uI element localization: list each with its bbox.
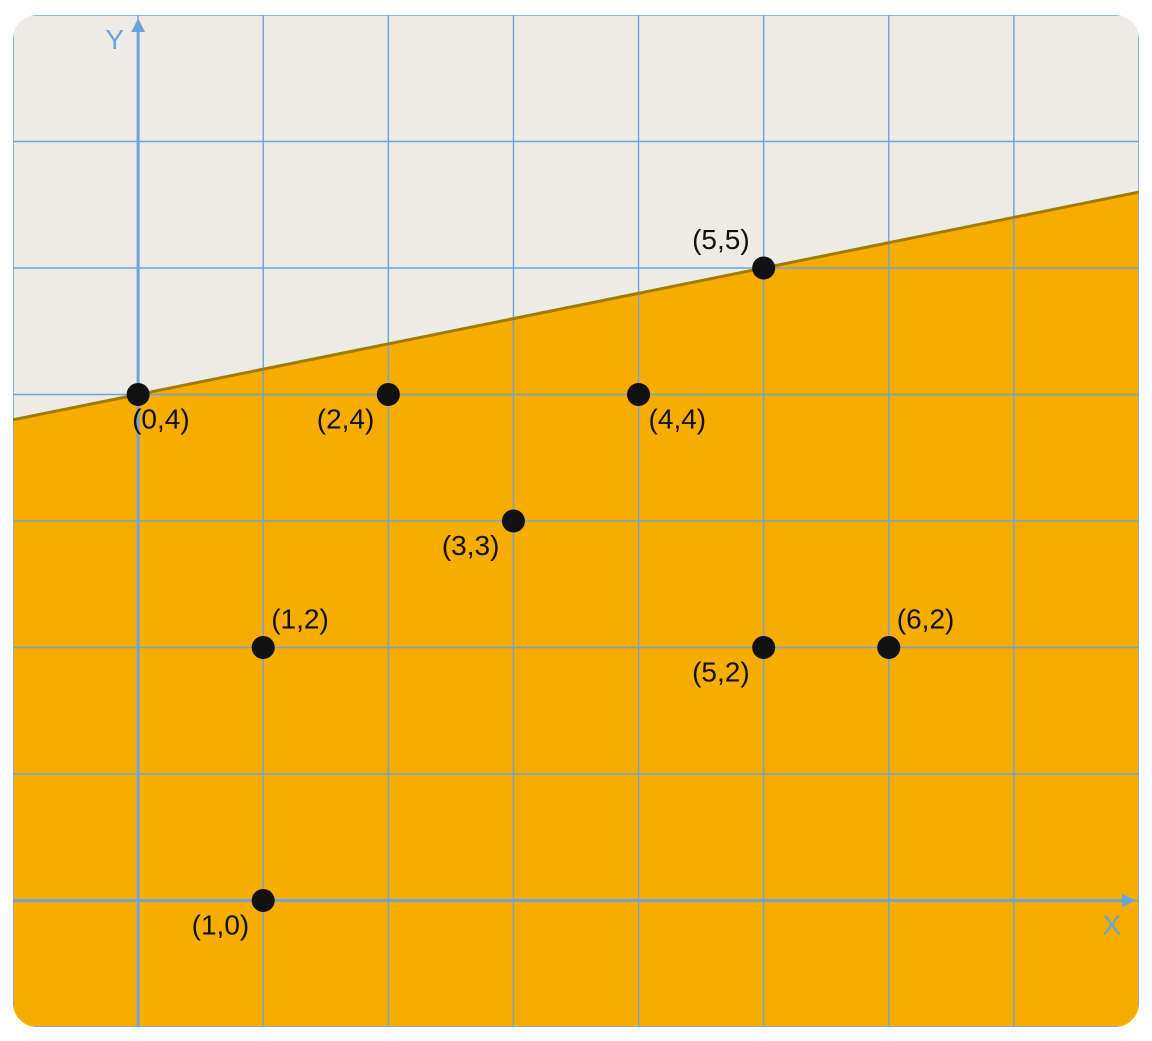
point-label: (6,2) — [897, 604, 955, 635]
chart-card: X Y (0,4) (2,4) (4,4) (5,5) (3,3) (1,2) (5,2) (6,… — [13, 15, 1139, 1027]
y-axis-label: Y — [105, 24, 124, 55]
data-point — [252, 637, 274, 659]
data-point — [878, 637, 900, 659]
point-label: (1,0) — [192, 910, 250, 941]
data-point — [753, 637, 775, 659]
x-axis-label: X — [1102, 910, 1121, 941]
point-label: (5,5) — [692, 224, 750, 255]
point-label: (5,2) — [692, 657, 750, 688]
point-label: (4,4) — [649, 404, 707, 435]
data-point — [377, 384, 399, 406]
data-point — [502, 510, 524, 532]
data-point — [628, 384, 650, 406]
data-point — [252, 890, 274, 912]
point-label: (2,4) — [317, 404, 375, 435]
data-point — [127, 384, 149, 406]
data-point — [753, 257, 775, 279]
point-label: (1,2) — [271, 604, 329, 635]
point-label: (0,4) — [132, 404, 190, 435]
point-label: (3,3) — [442, 530, 500, 561]
chart-svg: X Y (0,4) (2,4) (4,4) (5,5) (3,3) (1,2) (5,2) (6,… — [13, 15, 1139, 1027]
